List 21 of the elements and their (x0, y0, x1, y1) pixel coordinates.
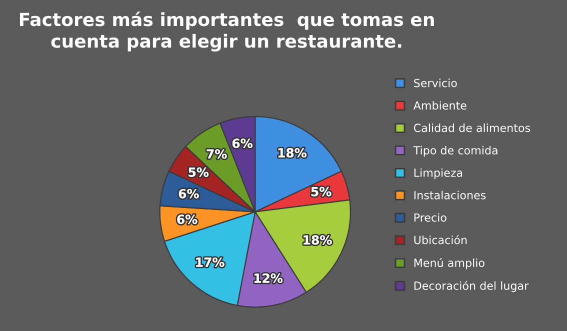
chart-title: Factores más importantes que tomas en cuenta para elegir un restaurante. (20, 12, 434, 52)
legend-label: Servicio (414, 78, 457, 88)
data-label: 17% (196, 257, 224, 267)
data-label: 18% (304, 235, 332, 245)
legend-label: Tipo de comida (413, 146, 498, 157)
legend-label: Ambiente (413, 101, 466, 110)
legend-label: Ubicación (414, 235, 467, 244)
data-label: 18% (278, 148, 306, 158)
data-label: 6% (178, 188, 199, 198)
legend-label: Precio (414, 213, 446, 222)
data-label: 6% (177, 214, 198, 224)
data-label: 12% (254, 273, 283, 283)
legend-label: Calidad de alimentos (414, 123, 530, 132)
legend-label: Decoración del lugar (414, 280, 529, 292)
legend-label: Instalaciones (414, 190, 486, 200)
data-label: 5% (188, 167, 209, 177)
legend-label: Menú amplio (414, 258, 484, 270)
data-label: 7% (206, 149, 227, 159)
data-label: 5% (311, 186, 332, 196)
data-label: 6% (232, 138, 252, 148)
legend-label: Limpieza (414, 168, 462, 180)
